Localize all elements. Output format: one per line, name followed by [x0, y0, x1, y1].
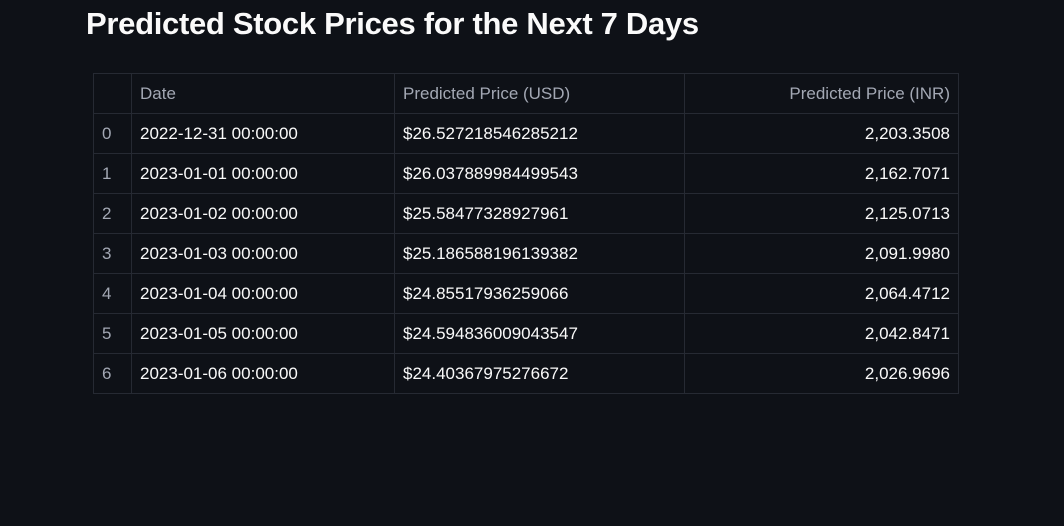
table-header-row: Date Predicted Price (USD) Predicted Pri… [93, 73, 959, 114]
page-title: Predicted Stock Prices for the Next 7 Da… [86, 6, 699, 41]
usd-price-cell[interactable]: $25.58477328927961 [394, 193, 685, 234]
table-row: 1 2023-01-01 00:00:00 $26.03788998449954… [93, 153, 959, 194]
usd-price-cell[interactable]: $24.594836009043547 [394, 313, 685, 354]
date-cell[interactable]: 2023-01-05 00:00:00 [131, 313, 395, 354]
date-cell[interactable]: 2023-01-01 00:00:00 [131, 153, 395, 194]
inr-price-cell[interactable]: 2,203.3508 [684, 113, 959, 154]
table-row: 4 2023-01-04 00:00:00 $24.85517936259066… [93, 273, 959, 314]
row-index-cell: 5 [93, 313, 132, 354]
inr-price-cell[interactable]: 2,162.7071 [684, 153, 959, 194]
predictions-table[interactable]: Date Predicted Price (USD) Predicted Pri… [93, 73, 959, 394]
inr-price-cell[interactable]: 2,042.8471 [684, 313, 959, 354]
date-cell[interactable]: 2023-01-04 00:00:00 [131, 273, 395, 314]
usd-price-cell[interactable]: $25.186588196139382 [394, 233, 685, 274]
row-index-cell: 1 [93, 153, 132, 194]
table-row: 0 2022-12-31 00:00:00 $26.52721854628521… [93, 113, 959, 154]
date-cell[interactable]: 2023-01-03 00:00:00 [131, 233, 395, 274]
date-cell[interactable]: 2022-12-31 00:00:00 [131, 113, 395, 154]
column-header-index[interactable] [93, 73, 132, 114]
column-header-date[interactable]: Date [131, 73, 395, 114]
inr-price-cell[interactable]: 2,125.0713 [684, 193, 959, 234]
predictions-table-container[interactable]: Date Predicted Price (USD) Predicted Pri… [93, 73, 959, 394]
table-row: 3 2023-01-03 00:00:00 $25.18658819613938… [93, 233, 959, 274]
row-index-cell: 6 [93, 353, 132, 394]
usd-price-cell[interactable]: $24.40367975276672 [394, 353, 685, 394]
table-row: 6 2023-01-06 00:00:00 $24.40367975276672… [93, 353, 959, 394]
inr-price-cell[interactable]: 2,091.9980 [684, 233, 959, 274]
usd-price-cell[interactable]: $26.037889984499543 [394, 153, 685, 194]
usd-price-cell[interactable]: $26.527218546285212 [394, 113, 685, 154]
date-cell[interactable]: 2023-01-02 00:00:00 [131, 193, 395, 234]
row-index-cell: 3 [93, 233, 132, 274]
table-row: 5 2023-01-05 00:00:00 $24.59483600904354… [93, 313, 959, 354]
usd-price-cell[interactable]: $24.85517936259066 [394, 273, 685, 314]
date-cell[interactable]: 2023-01-06 00:00:00 [131, 353, 395, 394]
inr-price-cell[interactable]: 2,064.4712 [684, 273, 959, 314]
row-index-cell: 4 [93, 273, 132, 314]
table-row: 2 2023-01-02 00:00:00 $25.58477328927961… [93, 193, 959, 234]
column-header-usd[interactable]: Predicted Price (USD) [394, 73, 685, 114]
column-header-inr[interactable]: Predicted Price (INR) [684, 73, 959, 114]
inr-price-cell[interactable]: 2,026.9696 [684, 353, 959, 394]
row-index-cell: 0 [93, 113, 132, 154]
row-index-cell: 2 [93, 193, 132, 234]
